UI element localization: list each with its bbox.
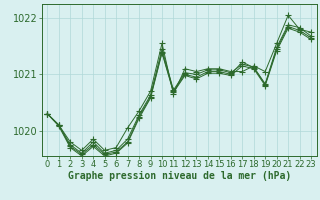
X-axis label: Graphe pression niveau de la mer (hPa): Graphe pression niveau de la mer (hPa) xyxy=(68,171,291,181)
